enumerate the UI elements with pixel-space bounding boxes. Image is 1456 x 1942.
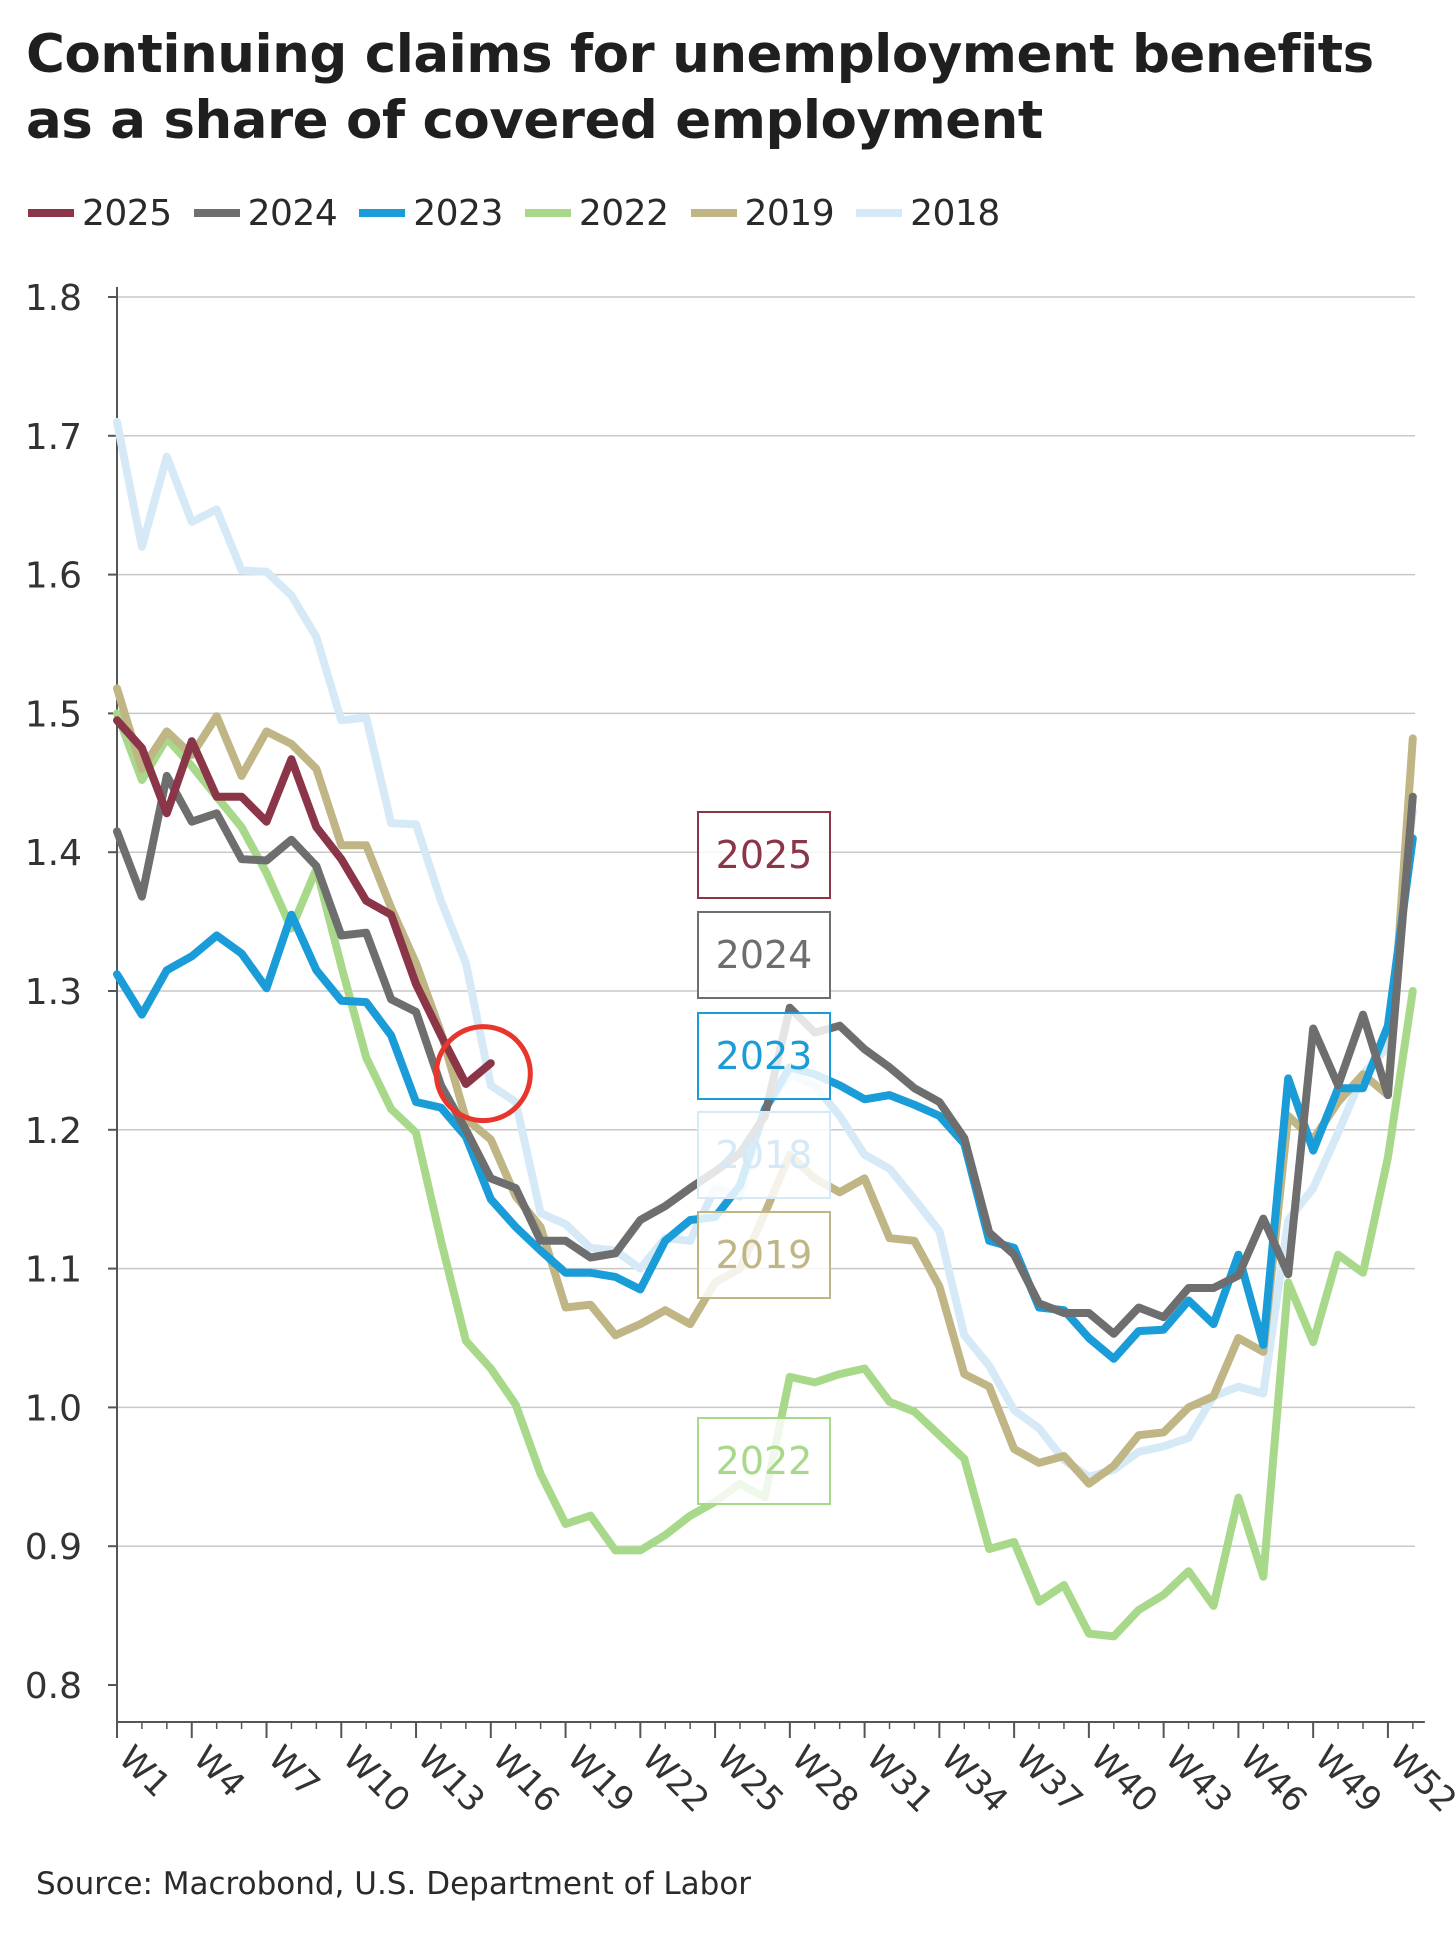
x-tick-label: W10 [335,1738,418,1821]
series-label-2018: 2018 [697,1111,831,1199]
series-label-box [697,1012,831,1100]
source-note: Source: Macrobond, U.S. Department of La… [36,1866,752,1902]
x-tick-label: W13 [410,1738,493,1821]
x-tick-label: W25 [709,1738,792,1821]
legend: 2025 2024 2023 2022 2019 2018 [28,188,1022,238]
legend-swatch-2025 [28,209,74,217]
y-tick-label: 1.4 [25,833,82,874]
legend-item-2025: 2025 [28,193,172,234]
x-tick-label: W31 [858,1738,941,1821]
y-tick-label: 1.1 [25,1250,82,1291]
series-label-box [697,1111,831,1199]
x-tick-label: W34 [933,1738,1016,1821]
series-label-text: 2019 [716,1233,813,1277]
y-tick-label: 1.6 [25,556,82,597]
legend-swatch-2022 [524,209,571,217]
series-line-2025 [113,716,495,1088]
series-label-text: 2025 [716,833,813,877]
chart-title-line-1: Continuing claims for unemployment benef… [26,24,1374,85]
legend-label-2023: 2023 [413,192,503,234]
y-tick-label: 0.9 [25,1527,82,1568]
legend-label-2019: 2019 [744,192,835,234]
y-tick-label: 0.8 [25,1666,82,1707]
annotations [433,1024,533,1124]
x-tick-label: W46 [1232,1738,1315,1821]
chart-title: Continuing claims for unemployment benef… [26,22,1446,154]
legend-item-2023: 2023 [359,193,503,234]
series-label-box [697,1417,831,1505]
series-label-2024: 2024 [697,911,831,999]
series-labels: 2025 2024 2023 2018 2019 2022 [697,811,831,1505]
x-tick-label: W28 [783,1738,866,1821]
legend-item-2024: 2024 [193,192,338,234]
series-label-box [697,911,831,999]
legend-label-2024: 2024 [247,192,338,234]
series-label-2023: 2023 [697,1012,831,1100]
x-tick-label: W22 [634,1738,717,1821]
x-tick-label: W40 [1083,1738,1166,1821]
series-label-2025: 2025 [697,811,831,899]
y-tick-label: 1.8 [25,278,82,319]
series-label-text: 2018 [716,1133,813,1177]
legend-item-2022: 2022 [524,192,669,234]
y-tick-label: 1.3 [25,972,82,1013]
series-label-2019: 2019 [697,1211,831,1299]
legend-item-2018: 2018 [856,193,1000,234]
x-tick-label: W52 [1382,1738,1456,1821]
x-tick-label: W37 [1008,1738,1091,1821]
chart-title-line-2: as a share of covered employment [26,90,1043,151]
series-label-text: 2023 [716,1034,813,1078]
y-tick-label: 1.7 [25,417,82,458]
series-label-text: 2024 [716,933,813,977]
legend-label-2025: 2025 [82,192,172,234]
x-tick-label: W49 [1307,1738,1390,1821]
x-tick-label: W1 [111,1738,178,1805]
legend-item-2019: 2019 [690,192,835,234]
x-tick-label: W43 [1157,1738,1240,1821]
legend-label-2022: 2022 [578,192,669,234]
x-tick-label: W16 [484,1738,567,1821]
x-tick-label: W7 [260,1738,327,1805]
highlight-circle [433,1024,533,1124]
series-label-box [697,1211,831,1299]
legend-swatch-2024 [193,209,240,217]
y-tick-label: 1.2 [25,1111,82,1152]
x-tick-label: W19 [559,1738,642,1821]
series-label-text: 2022 [716,1439,813,1483]
y-tick-label: 1.0 [25,1388,82,1429]
y-tick-label: 1.5 [25,694,82,735]
series-label-2022: 2022 [697,1417,831,1505]
legend-swatch-2018 [856,209,903,217]
legend-swatch-2023 [359,209,406,217]
x-tick-label: W4 [185,1738,252,1805]
series-label-box [697,811,831,899]
legend-label-2018: 2018 [910,192,1000,234]
legend-swatch-2019 [690,209,737,217]
